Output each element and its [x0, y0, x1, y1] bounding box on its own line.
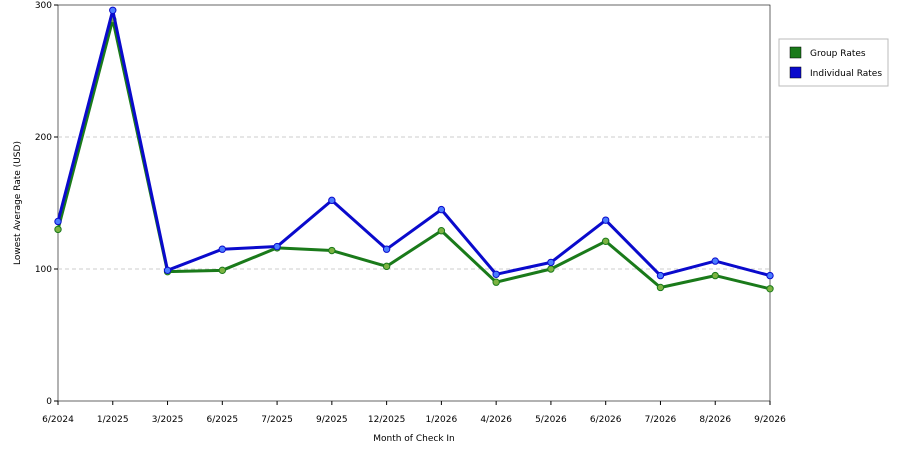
point	[656, 283, 665, 292]
point	[218, 266, 227, 275]
point	[547, 265, 555, 273]
point	[601, 216, 610, 224]
point	[547, 258, 555, 267]
point	[601, 237, 610, 245]
y-tick-label: 0	[46, 397, 52, 407]
point	[711, 257, 719, 265]
point	[109, 6, 117, 14]
point	[328, 246, 336, 255]
x-tick-label: 1/2025	[97, 415, 129, 425]
legend-swatch	[789, 46, 802, 59]
point	[766, 271, 774, 280]
x-tick-label: 7/2026	[645, 415, 677, 425]
point	[273, 242, 281, 251]
series-line	[56, 8, 771, 278]
point	[54, 217, 62, 226]
point	[218, 245, 227, 253]
x-tick-label: 1/2026	[426, 415, 458, 425]
point	[656, 271, 665, 280]
x-tick-label: 6/2026	[590, 415, 622, 425]
x-tick-label: 12/2025	[368, 415, 405, 425]
legend-swatch	[789, 66, 802, 79]
y-axis-label: Lowest Average Rate (USD)	[13, 141, 23, 265]
x-tick-label: 7/2025	[261, 415, 293, 425]
point	[492, 270, 500, 278]
point	[382, 262, 391, 271]
y-tick-label: 200	[35, 133, 52, 143]
plot-frame	[57, 4, 771, 402]
x-tick-label: 8/2026	[699, 415, 731, 425]
x-tick-label: 6/2024	[42, 415, 74, 425]
point	[437, 205, 446, 214]
x-tick-label: 3/2025	[152, 415, 184, 425]
point	[328, 196, 336, 205]
point	[492, 278, 500, 286]
x-tick-label: 6/2025	[206, 415, 238, 425]
legend-label: Group Rates	[810, 49, 866, 59]
point	[711, 271, 719, 280]
legend-label: Individual Rates	[810, 69, 882, 79]
x-tick-label: 4/2026	[480, 415, 512, 425]
y-tick-label: 300	[35, 1, 52, 11]
x-tick-label: 5/2026	[535, 415, 567, 425]
y-tick-label: 100	[35, 265, 52, 275]
point	[437, 227, 446, 235]
point	[766, 285, 774, 293]
point	[163, 266, 172, 275]
x-tick-label: 9/2025	[316, 415, 348, 425]
series-line	[56, 18, 771, 291]
x-axis-label: Month of Check In	[373, 434, 455, 444]
point	[54, 225, 62, 234]
x-tick-label: 9/2026	[754, 415, 786, 425]
point	[382, 245, 391, 253]
